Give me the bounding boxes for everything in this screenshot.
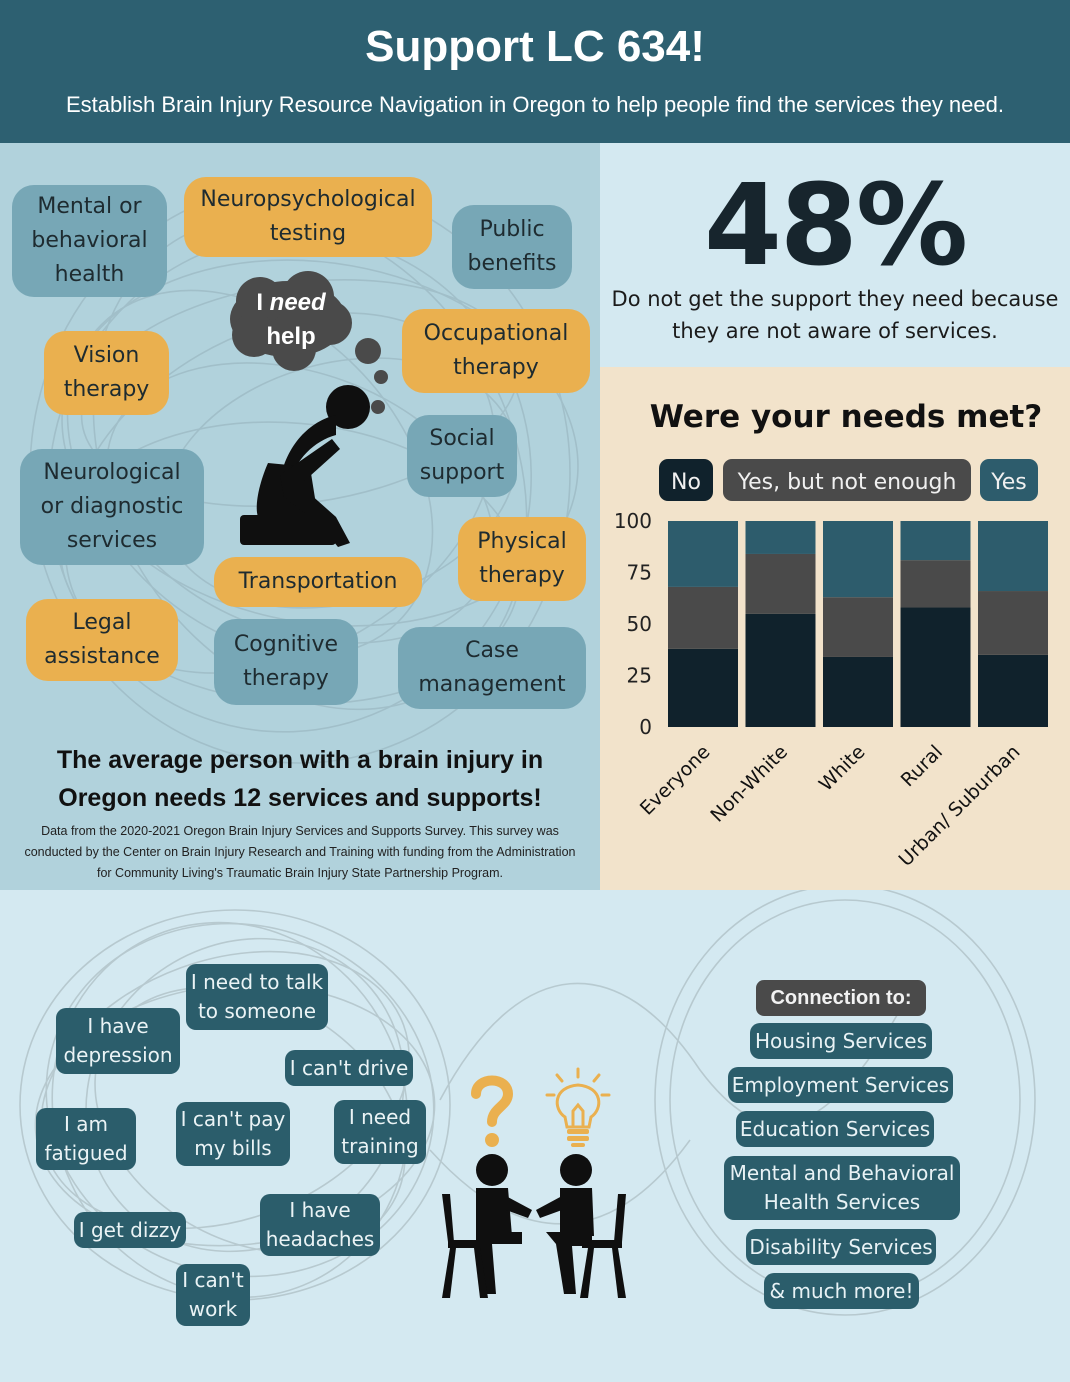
statement-talk: I need to talk to someone	[186, 964, 328, 1030]
stat-percentage: 48%	[703, 161, 968, 291]
connection-title: Connection to:	[756, 980, 926, 1016]
connection-more: & much more!	[764, 1273, 919, 1309]
statement-headaches: I have headaches	[260, 1194, 380, 1256]
legend-label-2: Yes	[990, 470, 1027, 495]
statement-training: I need training	[334, 1100, 426, 1164]
service-neurological-diagnostic: Neurological or diagnostic services	[20, 449, 204, 565]
bar-segment	[668, 648, 738, 727]
service-public-benefits: Public benefits	[452, 205, 572, 289]
y-tick-label: 100	[614, 509, 652, 533]
statement-fatigued: I am fatigued	[36, 1108, 136, 1170]
stat-panel: 48% Do not get the support they need bec…	[600, 143, 1070, 365]
service-neuropsych-testing: Neuropsychological testing	[184, 177, 432, 257]
stacked-bar-chart: Were your needs met? No Yes, but not enoug…	[614, 399, 1048, 871]
y-tick-label: 25	[627, 664, 652, 688]
chart-panel: Were your needs met? No Yes, but not enoug…	[600, 367, 1070, 890]
thought-text: I need help	[256, 289, 326, 350]
bar-segment	[978, 591, 1048, 655]
connection-employment: Employment Services	[728, 1067, 953, 1103]
connection-housing: Housing Services	[750, 1023, 932, 1059]
legend-swatch-2	[980, 459, 1038, 501]
y-tick-label: 0	[639, 715, 652, 739]
bar-segment	[823, 521, 893, 598]
bar-segment	[900, 560, 971, 608]
bar-segment	[823, 656, 893, 727]
thought-dot	[371, 400, 385, 414]
bar-segment	[745, 553, 816, 614]
bar-segment	[978, 654, 1048, 727]
services-panel: Mental or behavioral health Neuropsycholog…	[0, 143, 600, 890]
service-mental-health: Mental or behavioral health	[12, 185, 167, 297]
distressed-person-icon	[240, 385, 370, 547]
summary-headline: The average person with a brain injury i…	[56, 746, 544, 812]
bar-segment	[823, 597, 893, 657]
bar-segment	[900, 607, 971, 727]
service-cognitive-therapy: Cognitive therapy	[214, 619, 358, 705]
page-subtitle: Establish Brain Injury Resource Navigati…	[66, 92, 1004, 117]
x-tick-label: White	[815, 741, 870, 796]
statement-depression: I have depression	[56, 1008, 180, 1074]
statement-drive: I can't drive	[285, 1050, 413, 1086]
connection-mental-behavioral: Mental and Behavioral Health Services	[724, 1156, 960, 1220]
needs-panel: I need to talk to someone I have depressio…	[0, 890, 1070, 1382]
service-social-support: Social support	[407, 415, 517, 497]
page-title: Support LC 634!	[365, 22, 705, 71]
bar-segment	[978, 521, 1048, 592]
service-occupational-therapy: Occupational therapy	[402, 309, 590, 393]
statement-bills: I can't pay my bills	[176, 1102, 290, 1166]
lightbulb-icon	[545, 1067, 611, 1147]
chart-title: Were your needs met?	[650, 399, 1043, 435]
service-transportation: Transportation	[214, 557, 422, 607]
bar-segment	[668, 586, 738, 649]
service-vision-therapy: Vision therapy	[44, 331, 169, 415]
legend-swatch-0	[659, 459, 713, 501]
connection-education: Education Services	[736, 1111, 934, 1147]
service-physical-therapy: Physical therapy	[458, 517, 586, 601]
connection-disability: Disability Services	[746, 1229, 936, 1265]
stat-description: Do not get the support they need because…	[611, 287, 1059, 343]
bar-segment	[668, 521, 738, 587]
question-mark-icon	[471, 1075, 514, 1147]
legend-swatch-1	[723, 459, 971, 501]
bar-segment	[745, 521, 816, 554]
legend-label-1: Yes, but not enough	[737, 470, 957, 495]
y-tick-label: 75	[627, 561, 652, 585]
y-tick-label: 50	[627, 612, 652, 636]
x-tick-label: Rural	[897, 741, 947, 791]
source-note: Data from the 2020-2021 Oregon Brain Inj…	[24, 824, 576, 880]
statement-dizzy: I get dizzy	[74, 1212, 186, 1248]
header-banner: Support LC 634! Establish Brain Injury R…	[0, 0, 1070, 143]
two-people-talking-icon	[442, 1154, 626, 1298]
x-tick-label: Everyone	[636, 741, 715, 820]
bar-segment	[745, 613, 816, 727]
legend-label-0: No	[671, 470, 701, 495]
statement-work: I can't work	[176, 1264, 250, 1326]
x-tick-label: Non-White	[706, 741, 792, 827]
thought-cloud-icon	[230, 271, 388, 384]
service-case-management: Case management	[398, 627, 586, 709]
bar-segment	[900, 521, 971, 561]
service-legal-assistance: Legal assistance	[26, 599, 178, 681]
